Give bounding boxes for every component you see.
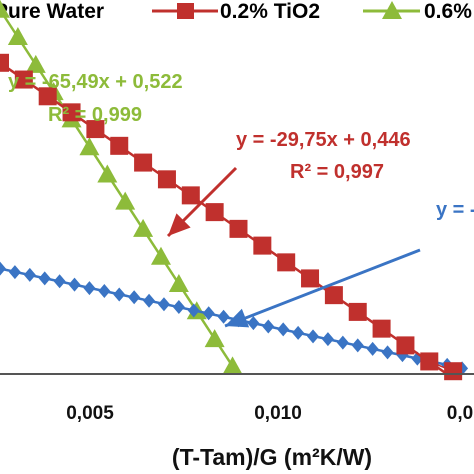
data-point-tio2-02: [62, 103, 81, 122]
data-point-tio2-02: [277, 253, 296, 272]
data-point-pure-water: [157, 297, 170, 312]
data-point-pure-water: [366, 341, 379, 356]
data-point-tio2-06: [79, 137, 100, 156]
data-point-tio2-02: [134, 153, 153, 172]
data-point-tio2-02: [253, 236, 272, 255]
data-point-pure-water: [172, 300, 185, 315]
data-point-tio2-02: [157, 170, 176, 189]
data-point-tio2-02: [14, 70, 33, 89]
data-point-tio2-02: [444, 362, 463, 381]
data-point-tio2-06: [7, 26, 28, 45]
data-point-pure-water: [128, 290, 141, 305]
data-point-pure-water: [98, 283, 111, 298]
annotation-equation-tio2-02: y = -29,75x + 0,446: [236, 129, 411, 151]
data-point-pure-water: [307, 329, 320, 344]
annotation-equation-tio2-06: y = -65,49x + 0,522: [8, 71, 183, 93]
data-point-pure-water: [0, 261, 6, 276]
series-layer: [0, 0, 469, 381]
x-axis-label: (T-Tam)/G (m²K/W): [172, 444, 372, 470]
data-point-pure-water: [53, 274, 66, 289]
legend-swatch-marker-tio2-06: [382, 1, 402, 19]
data-point-pure-water: [351, 338, 364, 353]
data-point-pure-water: [247, 316, 260, 331]
annotation-r2-tio2-02: R² = 0,997: [290, 161, 384, 183]
data-point-pure-water: [381, 345, 394, 360]
x-tick-label-0005: 0,005: [66, 403, 114, 424]
data-point-pure-water: [202, 306, 215, 321]
data-point-pure-water: [113, 287, 126, 302]
data-point-tio2-02: [38, 87, 57, 106]
legend-item-pure-water: Pure Water: [0, 0, 104, 23]
annotation-equation-pure-water: y = -: [436, 199, 474, 221]
data-point-pure-water: [38, 271, 51, 286]
data-point-tio2-02: [372, 319, 391, 338]
legend: Pure Water 0.2% TiO2 0.6%: [0, 0, 472, 23]
data-point-pure-water: [68, 277, 81, 292]
series-pure-water: [0, 261, 469, 376]
annotation-r2-tio2-06: R² = 0,999: [48, 104, 142, 126]
data-point-tio2-02: [86, 120, 105, 139]
annotation-arrows: [166, 166, 421, 328]
data-point-tio2-02: [205, 203, 224, 222]
x-tick-label-0015: 0,0: [447, 403, 473, 424]
data-point-tio2-02: [110, 136, 129, 155]
data-point-tio2-02: [229, 219, 248, 238]
data-point-pure-water: [277, 322, 290, 337]
data-point-pure-water: [83, 281, 96, 296]
data-point-tio2-02: [348, 302, 367, 321]
x-axis-ticks: 0,005 0,010 0,0: [66, 403, 473, 424]
legend-item-tio2-02: 0.2% TiO2: [152, 0, 320, 23]
data-point-pure-water: [336, 335, 349, 350]
data-point-tio2-06: [133, 218, 154, 237]
data-point-pure-water: [262, 319, 275, 334]
data-point-pure-water: [292, 325, 305, 340]
data-point-tio2-06: [168, 273, 189, 292]
data-point-tio2-02: [396, 336, 415, 355]
annotation-arrow-pure-water: [224, 248, 421, 328]
annotations: y = -65,49x + 0,522 R² = 0,999 y = -29,7…: [8, 71, 474, 221]
data-point-pure-water: [8, 265, 21, 280]
data-point-tio2-06: [0, 0, 10, 18]
legend-label-tio2-06: 0.6%: [424, 0, 472, 23]
data-point-pure-water: [143, 293, 156, 308]
data-point-pure-water: [321, 332, 334, 347]
data-point-tio2-06: [25, 54, 46, 73]
series-tio2-06: [0, 0, 243, 375]
data-point-tio2-02: [420, 352, 439, 371]
legend-item-tio2-06: 0.6%: [363, 0, 472, 23]
legend-label-pure-water: Pure Water: [0, 0, 104, 23]
x-tick-label-0010: 0,010: [254, 403, 302, 424]
data-point-pure-water: [217, 309, 230, 324]
data-point-pure-water: [23, 267, 36, 282]
data-point-tio2-06: [204, 329, 225, 348]
series-tio2-02: [0, 53, 463, 381]
data-point-pure-water: [187, 303, 200, 318]
data-point-tio2-06: [150, 246, 171, 265]
series-line-pure-water: [0, 267, 463, 370]
data-point-tio2-02: [181, 186, 200, 205]
data-point-tio2-02: [0, 53, 9, 72]
data-point-tio2-06: [97, 164, 118, 183]
data-point-tio2-02: [324, 286, 343, 305]
annotation-arrowhead-tio2-02: [168, 213, 191, 236]
data-point-tio2-06: [115, 191, 136, 210]
annotation-arrowhead-pure-water: [225, 308, 250, 328]
legend-label-tio2-02: 0.2% TiO2: [220, 0, 320, 23]
data-point-tio2-06: [222, 356, 243, 375]
data-point-tio2-02: [301, 269, 320, 288]
legend-swatch-marker-tio2-02: [177, 3, 194, 19]
